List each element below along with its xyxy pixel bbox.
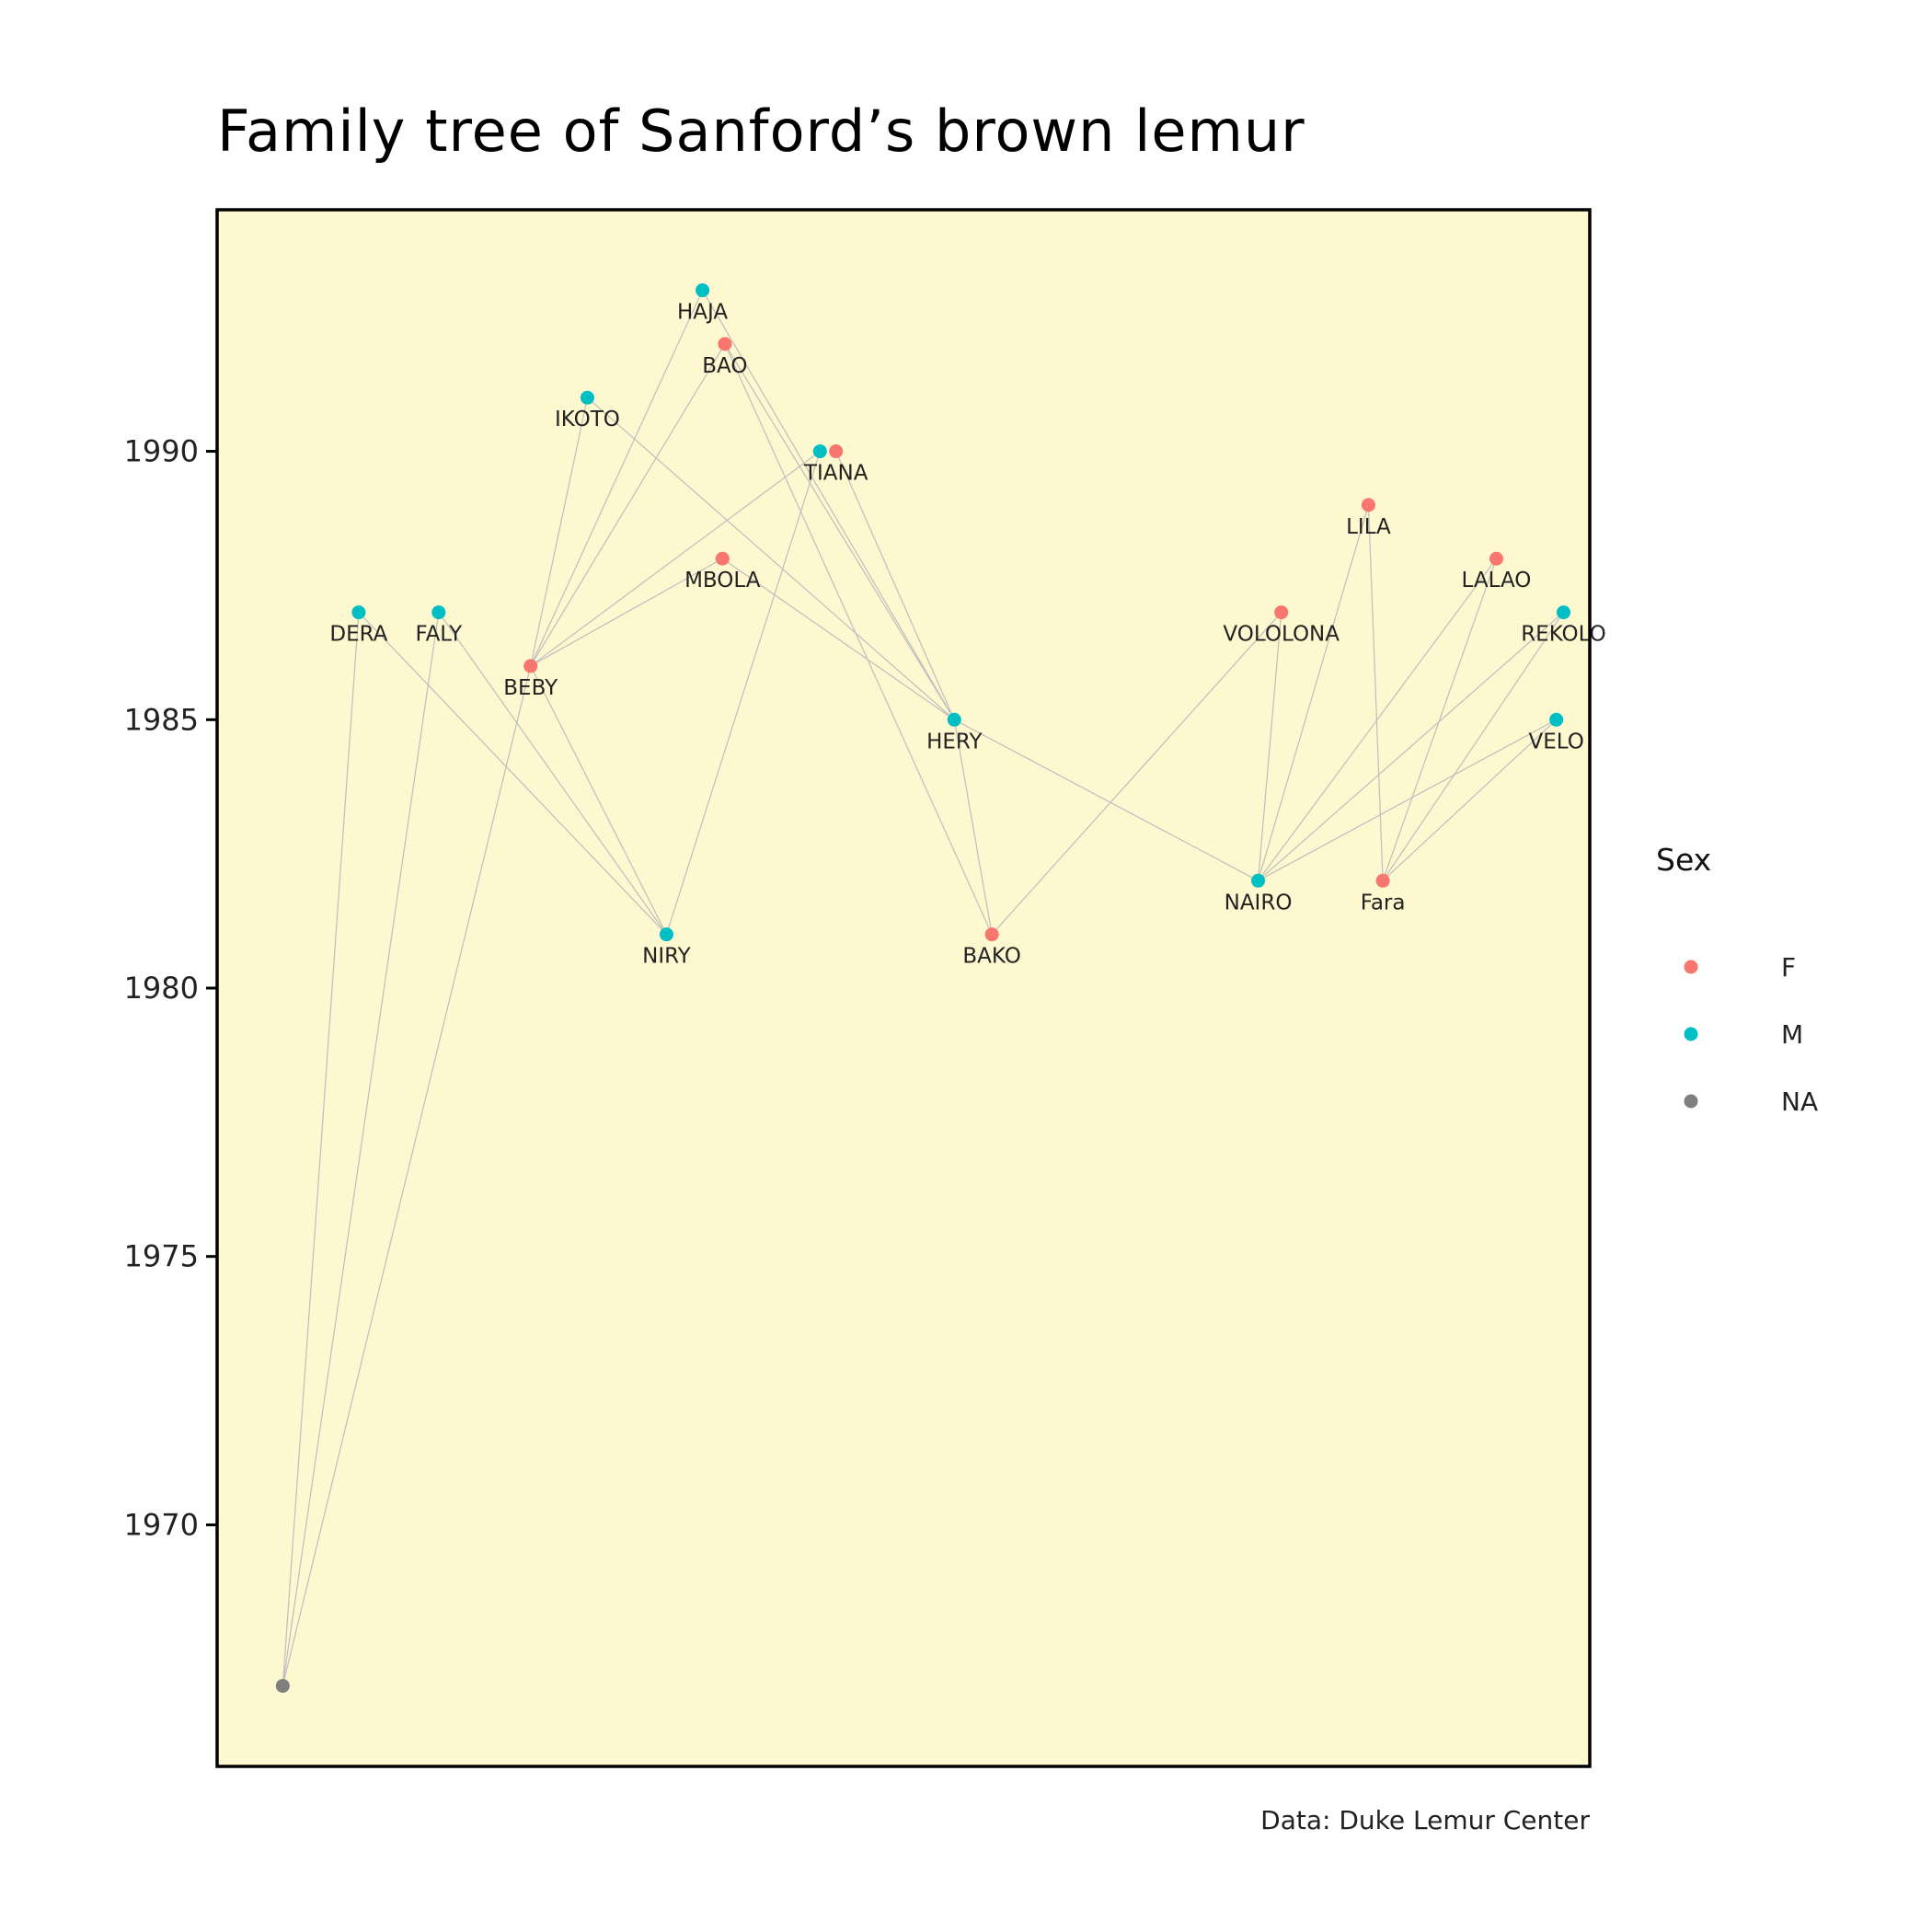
node-label-VELO: VELO [1528, 730, 1583, 753]
node-label-REKOLO: REKOLO [1521, 623, 1606, 647]
legend-key-M [1684, 1027, 1698, 1041]
edge-Fara-REKOLO [1382, 612, 1564, 881]
node-label-BAO: BAO [702, 354, 747, 378]
edge-NAIRO-REKOLO [1258, 612, 1564, 881]
node-label-HAJA: HAJA [677, 301, 728, 325]
node-BAKO [984, 927, 999, 942]
legend-label-NA: NA [1781, 1087, 1818, 1117]
node-label-FALY: FALY [415, 623, 463, 647]
edge-IKOTO-HERY [587, 397, 955, 720]
edge-HERY-BAKO [953, 719, 993, 935]
node-label-Fara: Fara [1361, 891, 1406, 914]
edge-DERA-NIRY [358, 612, 667, 936]
edge-NIRY-TIANA_M [665, 451, 821, 935]
node-TIANA [829, 444, 844, 459]
node-layer [275, 283, 1570, 1693]
node-LALAO [1489, 551, 1503, 566]
caption: Data: Duke Lemur Center [1260, 1805, 1590, 1835]
plot-panel [217, 210, 1590, 1766]
node-label-NIRY: NIRY [642, 945, 691, 969]
edge-BEBY-HAJA [530, 290, 704, 667]
y-tick-label-1975: 1975 [124, 1239, 199, 1274]
y-tick-label-1990: 1990 [124, 434, 199, 469]
edge-MBOLA-HERY [721, 558, 955, 720]
edge-HERY-NAIRO [954, 719, 1259, 881]
edge-BAO-BAKO [724, 343, 993, 935]
node-label-LALAO: LALAO [1462, 569, 1532, 592]
node-TIANA_M [812, 444, 827, 459]
node-label-layer: DERA FALY BEBY IKOTO NIRY HAJA MBOLA BAO TIANA HE… [329, 301, 1605, 969]
node-root [275, 1678, 290, 1693]
edge-TIANA-HERY [835, 451, 955, 720]
node-label-IKOTO: IKOTO [555, 408, 620, 431]
node-LILA [1361, 498, 1375, 512]
node-NAIRO [1251, 873, 1266, 888]
edge-Fara-LILA [1367, 504, 1384, 881]
node-Fara [1375, 873, 1390, 888]
legend-key-NA [1684, 1094, 1698, 1109]
node-HAJA [696, 283, 710, 298]
node-label-DERA: DERA [329, 623, 387, 647]
node-BAO [718, 337, 732, 351]
y-tick-label-1970: 1970 [124, 1507, 199, 1542]
node-IKOTO [580, 390, 594, 405]
node-label-HERY: HERY [926, 730, 983, 753]
node-NIRY [659, 927, 673, 942]
edge-BEBY-TIANA_M [530, 451, 821, 667]
edge-NAIRO-LALAO [1258, 558, 1497, 881]
edge-BEBY-IKOTO [530, 397, 589, 667]
y-tick-label-1985: 1985 [124, 702, 199, 737]
node-label-BEBY: BEBY [503, 676, 558, 700]
edge-root-BEBY [282, 665, 532, 1686]
node-VELO [1549, 712, 1564, 727]
edge-HAJA-HERY [702, 290, 955, 720]
node-label-VOLOLONA: VOLOLONA [1223, 623, 1340, 647]
legend: Sex F M NA [1656, 842, 1818, 1117]
node-FALY [431, 605, 446, 620]
edge-NAIRO-VELO [1258, 719, 1557, 881]
node-label-NAIRO: NAIRO [1225, 891, 1293, 914]
edge-root-DERA [282, 612, 360, 1686]
edge-NAIRO-VOLOLONA [1257, 612, 1282, 881]
legend-title: Sex [1656, 842, 1711, 878]
node-label-LILA: LILA [1346, 515, 1391, 539]
node-MBOLA [715, 551, 730, 566]
edge-FALY-NIRY [438, 612, 667, 936]
legend-label-F: F [1781, 952, 1796, 983]
edge-Fara-VELO [1382, 719, 1558, 881]
node-HERY [947, 712, 961, 727]
edge-layer [282, 290, 1564, 1686]
edge-BAKO-VOLOLONA [991, 612, 1282, 936]
node-BEBY [523, 659, 538, 673]
y-axis: 1970 1975 1980 1985 1990 [124, 434, 217, 1542]
legend-label-M: M [1781, 1019, 1803, 1050]
chart-title: Family tree of Sanford’s brown lemur [217, 98, 1305, 165]
edge-root-FALY [282, 612, 440, 1686]
node-label-TIANA: TIANA [803, 462, 868, 486]
node-label-MBOLA: MBOLA [684, 569, 761, 592]
edge-BAO-HERY [724, 343, 955, 720]
edge-Fara-LALAO [1382, 558, 1498, 881]
y-tick-label-1980: 1980 [124, 971, 199, 1006]
node-DERA [351, 605, 366, 620]
edge-BEBY-BAO [530, 343, 726, 667]
node-label-BAKO: BAKO [962, 945, 1020, 969]
node-REKOLO [1556, 605, 1570, 620]
node-VOLOLONA [1274, 605, 1289, 620]
edge-BEBY-MBOLA [530, 558, 723, 667]
edge-NAIRO-LILA [1257, 504, 1370, 881]
edge-BEBY-NIRY [530, 665, 668, 935]
legend-key-F [1684, 960, 1698, 974]
